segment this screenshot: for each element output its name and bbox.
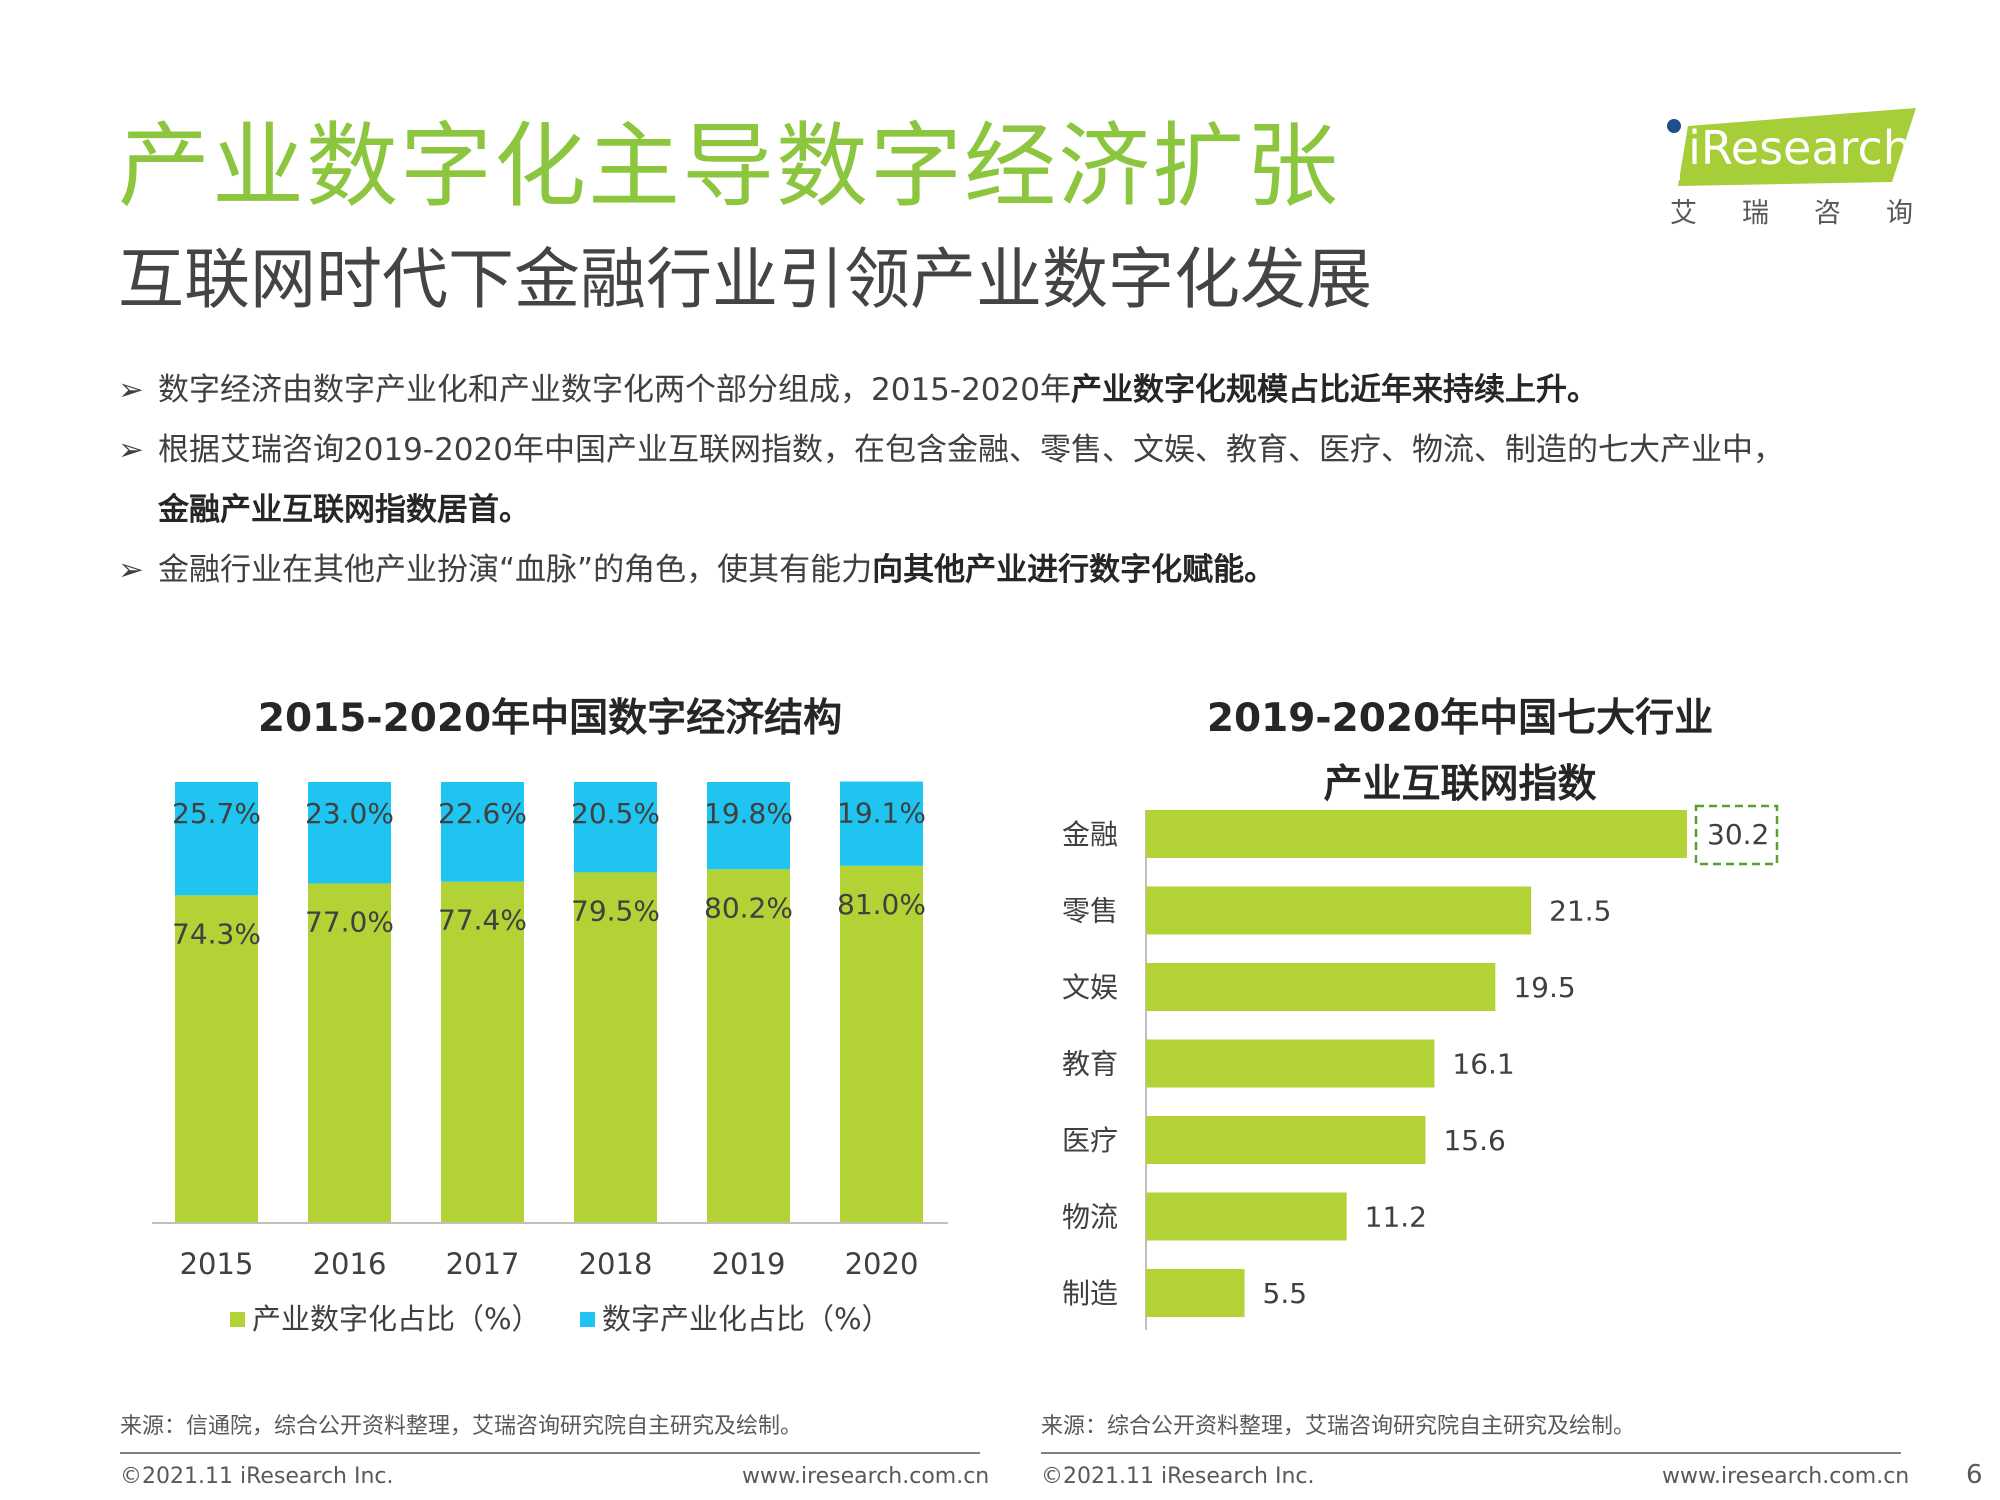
bar bbox=[1146, 810, 1687, 858]
page-number: 6 bbox=[1966, 1460, 1983, 1490]
bar bbox=[1146, 1269, 1245, 1317]
y-tick-label: 制造 bbox=[1062, 1277, 1118, 1310]
logo-cn-char: 瑞 bbox=[1742, 198, 1769, 229]
legend-label: 数字产业化占比（%） bbox=[602, 1302, 891, 1336]
x-tick-label: 2015 bbox=[180, 1247, 254, 1281]
data-label: 77.4% bbox=[438, 904, 527, 937]
bar bbox=[1146, 1116, 1426, 1164]
y-tick-label: 文娱 bbox=[1062, 971, 1118, 1004]
bar-segment-industrial-digitalization bbox=[441, 881, 524, 1223]
data-label: 30.2 bbox=[1707, 818, 1769, 851]
data-label: 74.3% bbox=[172, 917, 261, 950]
bar-segment-digital-industrialization bbox=[707, 782, 790, 870]
bullet-emphasis: 向其他产业进行数字化赋能。 bbox=[872, 552, 1276, 588]
logo-i-stem-icon bbox=[1668, 138, 1680, 180]
logo-cn-char: 咨 bbox=[1814, 198, 1841, 229]
legend-label: 产业数字化占比（%） bbox=[252, 1302, 541, 1336]
website-left[interactable]: www.iresearch.com.cn bbox=[742, 1464, 990, 1489]
data-label: 5.5 bbox=[1263, 1277, 1308, 1310]
source-note-left: 来源：信通院，综合公开资料整理，艾瑞咨询研究院自主研究及绘制。 bbox=[120, 1414, 803, 1439]
bullet-emphasis: 产业数字化规模占比近年来持续上升。 bbox=[1070, 372, 1598, 408]
data-label: 79.5% bbox=[571, 894, 660, 927]
y-tick-label: 教育 bbox=[1062, 1048, 1118, 1081]
bullet-arrow-icon: ➢ bbox=[118, 552, 144, 588]
footer-divider-left bbox=[120, 1452, 980, 1454]
bullet-arrow-icon: ➢ bbox=[118, 372, 144, 408]
iresearch-logo: iResearch 艾 瑞 咨 询 bbox=[1667, 108, 1916, 229]
bar-segment-digital-industrialization bbox=[308, 782, 391, 884]
data-label: 81.0% bbox=[837, 888, 926, 921]
data-label: 23.0% bbox=[305, 797, 394, 830]
data-label: 19.5 bbox=[1513, 971, 1575, 1004]
copyright-left: ©2021.11 iResearch Inc. bbox=[120, 1464, 394, 1489]
chart-title-line: 2019-2020年中国七大行业 bbox=[1207, 696, 1713, 741]
bar-segment-digital-industrialization bbox=[840, 781, 923, 866]
x-tick-label: 2019 bbox=[712, 1247, 786, 1281]
logo-cn-char: 艾 bbox=[1670, 198, 1697, 229]
x-tick-label: 2018 bbox=[579, 1247, 653, 1281]
bullet-item-1: ➢ 数字经济由数字产业化和产业数字化两个部分组成，2015-2020年产业数字化… bbox=[118, 360, 1918, 420]
data-label: 22.6% bbox=[438, 797, 527, 830]
logo-dot-icon bbox=[1667, 119, 1681, 133]
bullet-item-2-continuation: 金融产业互联网指数居首。 bbox=[118, 480, 1918, 540]
y-tick-label: 医疗 bbox=[1062, 1124, 1118, 1157]
bullet-list: ➢ 数字经济由数字产业化和产业数字化两个部分组成，2015-2020年产业数字化… bbox=[118, 360, 1918, 600]
bar bbox=[1146, 886, 1532, 935]
bullet-text: 数字经济由数字产业化和产业数字化两个部分组成，2015-2020年 bbox=[158, 372, 1071, 408]
data-label: 11.2 bbox=[1365, 1201, 1427, 1234]
chart-title: 2015-2020年中国数字经济结构 bbox=[258, 696, 842, 741]
bullet-emphasis: 金融产业互联网指数居首。 bbox=[158, 492, 530, 528]
data-label: 25.7% bbox=[172, 797, 261, 830]
x-tick-label: 2016 bbox=[313, 1247, 387, 1281]
page-title: 产业数字化主导数字经济扩张 bbox=[118, 113, 1341, 220]
website-right[interactable]: www.iresearch.com.cn bbox=[1662, 1464, 1910, 1489]
bullet-item-3: ➢ 金融行业在其他产业扮演“血脉”的角色，使其有能力向其他产业进行数字化赋能。 bbox=[118, 540, 1918, 600]
x-tick-label: 2017 bbox=[446, 1247, 520, 1281]
x-tick-label: 2020 bbox=[845, 1247, 919, 1281]
y-tick-label: 金融 bbox=[1062, 818, 1118, 851]
logo-banner-shape bbox=[1678, 108, 1916, 186]
bullet-item-2: ➢ 根据艾瑞咨询2019-2020年中国产业互联网指数，在包含金融、零售、文娱、… bbox=[118, 420, 1918, 480]
highlight-box bbox=[1694, 804, 1779, 866]
bullet-arrow-icon: ➢ bbox=[118, 432, 144, 468]
bar-segment-industrial-digitalization bbox=[574, 872, 657, 1223]
bar bbox=[1146, 1039, 1435, 1088]
bar-segment-industrial-digitalization bbox=[308, 883, 391, 1223]
bar bbox=[1146, 963, 1496, 1011]
page-subtitle: 互联网时代下金融行业引领产业数字化发展 bbox=[118, 241, 1372, 318]
copyright-right: ©2021.11 iResearch Inc. bbox=[1041, 1464, 1315, 1489]
legend-swatch bbox=[230, 1312, 245, 1327]
data-label: 80.2% bbox=[704, 891, 793, 924]
data-label: 77.0% bbox=[305, 905, 394, 938]
bar-segment-digital-industrialization bbox=[441, 782, 524, 882]
logo-cn-char: 询 bbox=[1886, 198, 1913, 229]
data-label: 21.5 bbox=[1549, 895, 1611, 928]
bar bbox=[1146, 1192, 1347, 1241]
logo-brand-text: iResearch bbox=[1688, 121, 1912, 175]
chart-title-line: 产业互联网指数 bbox=[1323, 762, 1596, 807]
data-label: 15.6 bbox=[1443, 1124, 1505, 1157]
bar-segment-digital-industrialization bbox=[175, 782, 258, 896]
footer-divider-right bbox=[1041, 1452, 1901, 1454]
data-label: 16.1 bbox=[1452, 1048, 1514, 1081]
bar-segment-industrial-digitalization bbox=[175, 895, 258, 1223]
legend-swatch bbox=[580, 1312, 595, 1327]
data-label: 19.8% bbox=[704, 797, 793, 830]
bullet-text: 根据艾瑞咨询2019-2020年中国产业互联网指数，在包含金融、零售、文娱、教育… bbox=[158, 432, 1784, 468]
bar-segment-industrial-digitalization bbox=[840, 865, 923, 1223]
data-label: 19.1% bbox=[837, 797, 926, 830]
y-tick-label: 零售 bbox=[1062, 895, 1118, 928]
data-label: 20.5% bbox=[571, 797, 660, 830]
y-tick-label: 物流 bbox=[1062, 1201, 1118, 1234]
source-note-right: 来源：综合公开资料整理，艾瑞咨询研究院自主研究及绘制。 bbox=[1041, 1414, 1636, 1439]
bar-segment-industrial-digitalization bbox=[707, 869, 790, 1223]
bullet-text: 金融行业在其他产业扮演“血脉”的角色，使其有能力 bbox=[158, 552, 873, 588]
bar-segment-digital-industrialization bbox=[574, 782, 657, 873]
